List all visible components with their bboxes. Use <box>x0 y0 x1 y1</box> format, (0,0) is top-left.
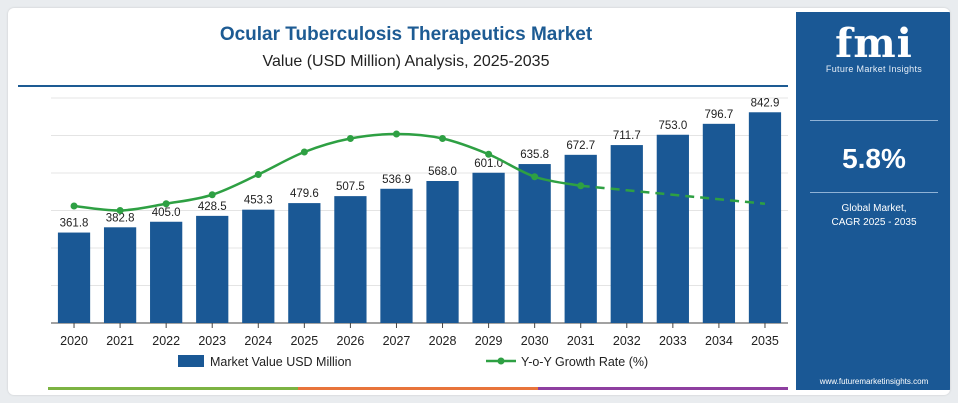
x-tick-label: 2032 <box>613 334 641 348</box>
chart-title: Ocular Tuberculosis Therapeutics Market <box>219 24 593 45</box>
chart-subtitle: Value (USD Million) Analysis, 2025-2035 <box>262 53 550 70</box>
bar-value-label: 507.5 <box>336 181 365 193</box>
bar-value-label: 361.8 <box>60 218 89 230</box>
bar-value-label: 753.0 <box>658 120 687 132</box>
bar-2024 <box>242 209 275 323</box>
growth-point-2025 <box>300 148 308 156</box>
title-divider <box>18 85 788 87</box>
logo-wordmark: fmi <box>835 20 913 67</box>
x-tick-label: 2033 <box>659 334 687 348</box>
x-tick-label: 2031 <box>567 334 595 348</box>
growth-line-solid <box>73 132 581 212</box>
bar-value-label: 536.9 <box>382 174 411 186</box>
bar-2023 <box>196 215 229 323</box>
growth-point-2029 <box>485 150 493 158</box>
bar-value-label: 428.5 <box>198 201 227 213</box>
x-tick-label: 2027 <box>383 334 411 348</box>
footer-bar-purple <box>538 387 788 390</box>
legend-swatch-market-value <box>178 355 204 367</box>
growth-point-2022 <box>162 200 170 208</box>
footer-bar-green <box>48 387 298 390</box>
cagr-label-line1: Global Market, <box>841 203 907 214</box>
x-tick-label: 2030 <box>521 334 549 348</box>
growth-point-2028 <box>439 135 447 142</box>
growth-point-2023 <box>208 191 216 199</box>
bar-2029 <box>472 172 505 323</box>
bar-2026 <box>334 196 367 323</box>
website-link[interactable]: www.futuremarketinsights.com <box>819 377 929 386</box>
bar-2032 <box>610 145 643 323</box>
bar-2030 <box>518 164 551 323</box>
bar-value-label: 382.8 <box>106 212 135 224</box>
fmi-logo: fmi Future Market Insights <box>796 20 950 75</box>
panel-divider-top <box>810 120 938 121</box>
cagr-value: 5.8% <box>842 143 906 174</box>
bar-value-label: 796.7 <box>705 109 734 121</box>
x-tick-label: 2029 <box>475 334 503 348</box>
x-tick-label: 2021 <box>106 334 134 348</box>
cagr-label-line2: CAGR 2025 - 2035 <box>831 217 917 228</box>
bar-value-label: 479.6 <box>290 188 319 200</box>
growth-point-2030 <box>531 173 539 181</box>
x-tick-label: 2026 <box>337 334 365 348</box>
bar-value-label: 601.0 <box>474 158 503 170</box>
bar-value-label: 635.8 <box>520 149 549 161</box>
bar-2035 <box>748 112 782 324</box>
x-tick-label: 2034 <box>705 334 733 348</box>
growth-point-2020 <box>70 202 78 210</box>
legend-swatch-growth-marker <box>497 357 505 365</box>
panel-divider-bottom <box>810 192 938 193</box>
bar-value-label: 672.7 <box>566 140 595 152</box>
x-tick-label: 2028 <box>429 334 457 348</box>
bar-2033 <box>656 134 689 323</box>
x-tick-label: 2035 <box>751 334 779 348</box>
growth-point-2027 <box>392 130 400 138</box>
x-tick-label: 2023 <box>198 334 226 348</box>
bar-value-label: 842.9 <box>751 97 780 109</box>
cagr-label: Global Market, CAGR 2025 - 2035 <box>796 202 950 230</box>
summary-panel: fmi Future Market Insights 5.8% Global M… <box>796 12 950 390</box>
growth-line-forecast <box>580 184 766 205</box>
bar-2031 <box>564 154 597 323</box>
bar-2027 <box>380 188 413 323</box>
growth-line-series <box>70 130 766 214</box>
logo-tagline: Future Market Insights <box>825 64 923 74</box>
growth-point-2031 <box>577 182 585 190</box>
legend-label-growth-rate: Y-o-Y Growth Rate (%) <box>521 355 648 369</box>
growth-point-2024 <box>254 171 262 178</box>
growth-point-2026 <box>346 135 354 142</box>
x-axis-ticks: 2020 2021 2022 2023 2024 2025 2026 2027 2028 2029… <box>60 323 779 348</box>
bar-2028 <box>426 181 459 323</box>
legend-label-market-value: Market Value USD Million <box>210 355 352 369</box>
bar-value-label: 405.0 <box>152 207 181 219</box>
bar-2021 <box>103 227 137 323</box>
bar-value-label: 568.0 <box>428 166 457 178</box>
footer-bar-orange <box>298 387 538 390</box>
chart-card: Ocular Tuberculosis Therapeutics Market … <box>8 8 950 395</box>
x-tick-label: 2024 <box>244 334 272 348</box>
bar-value-label: 453.3 <box>244 195 273 207</box>
bar-2020 <box>57 232 91 323</box>
legend: Market Value USD Million Y-o-Y Growth Ra… <box>178 355 648 369</box>
growth-point-2021 <box>116 207 124 214</box>
bar-2022 <box>150 221 183 323</box>
bar-2034 <box>702 123 736 323</box>
x-tick-label: 2020 <box>60 334 88 348</box>
bar-value-labels: 361.8 382.8 405.0 428.5 453.3 479.6 507.5 536.9… <box>60 97 780 229</box>
bar-2025 <box>288 203 321 323</box>
x-tick-label: 2025 <box>290 334 318 348</box>
chart-canvas: 361.8 382.8 405.0 428.5 453.3 479.6 507.5 536.9… <box>51 97 788 369</box>
x-tick-label: 2022 <box>152 334 180 348</box>
bar-value-label: 711.7 <box>613 130 641 142</box>
